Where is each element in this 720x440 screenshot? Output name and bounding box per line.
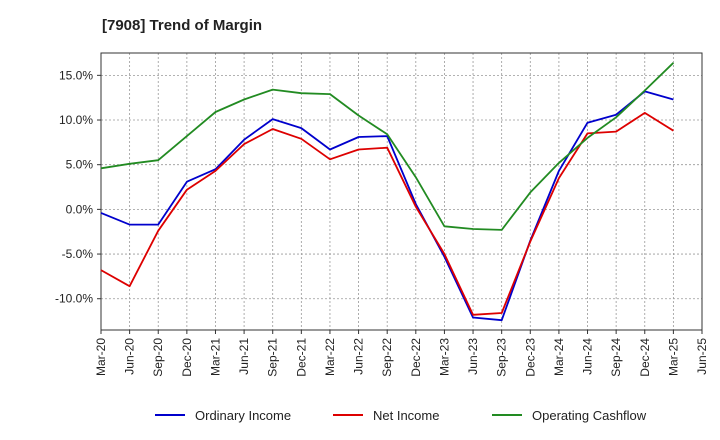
x-tick-label: Sep-20 [151,338,165,377]
x-tick-label: Mar-20 [94,338,108,376]
x-tick-label: Dec-21 [294,338,308,377]
legend-label-ordinary-income: Ordinary Income [195,408,291,423]
x-tick-label: Mar-25 [666,338,680,376]
x-tick-label: Dec-24 [638,338,652,377]
x-tick-label: Jun-20 [123,338,137,375]
x-tick-label: Jun-23 [466,338,480,375]
x-tick-label: Dec-22 [409,338,423,377]
x-tick-label: Sep-21 [266,338,280,377]
plot-area [100,52,703,331]
y-tick-label: 5.0% [66,158,94,172]
x-tick-label: Mar-23 [437,338,451,376]
x-tick-label: Dec-23 [523,338,537,377]
legend-label-operating-cashflow: Operating Cashflow [532,408,647,423]
y-tick-label: -10.0% [55,292,93,306]
x-tick-label: Jun-24 [581,338,595,375]
y-tick-label: 0.0% [66,202,94,216]
legend: Ordinary Income Net Income Operating Cashf… [155,408,647,423]
y-tick-label: 15.0% [59,68,93,82]
series-line-operating-cashflow [100,62,675,231]
series-line-net-income [100,112,674,316]
y-tick-label: -5.0% [62,247,94,261]
x-tick-label: Jun-25 [695,338,709,375]
grid [100,53,703,330]
x-tick-label: Sep-24 [609,338,623,377]
x-tick-label: Mar-22 [323,338,337,376]
x-tick-label: Jun-22 [352,338,366,375]
legend-label-net-income: Net Income [373,408,439,423]
x-tick-label: Sep-22 [380,338,394,377]
x-tick-label: Dec-20 [180,338,194,377]
y-tick-label: 10.0% [59,113,93,127]
chart-title: [7908] Trend of Margin [102,17,262,34]
x-tick-label: Jun-21 [237,338,251,375]
y-axis: 15.0% 10.0% 5.0% 0.0% -5.0% -10.0% [55,68,101,306]
x-axis: Mar-20 Jun-20 Sep-20 Dec-20 Mar-21 Jun-21 Sep-… [94,330,709,377]
x-tick-label: Mar-21 [208,338,222,376]
x-tick-label: Sep-23 [495,338,509,377]
x-tick-label: Mar-24 [552,338,566,376]
series-lines [100,62,675,322]
series-line-ordinary-income [100,90,674,322]
